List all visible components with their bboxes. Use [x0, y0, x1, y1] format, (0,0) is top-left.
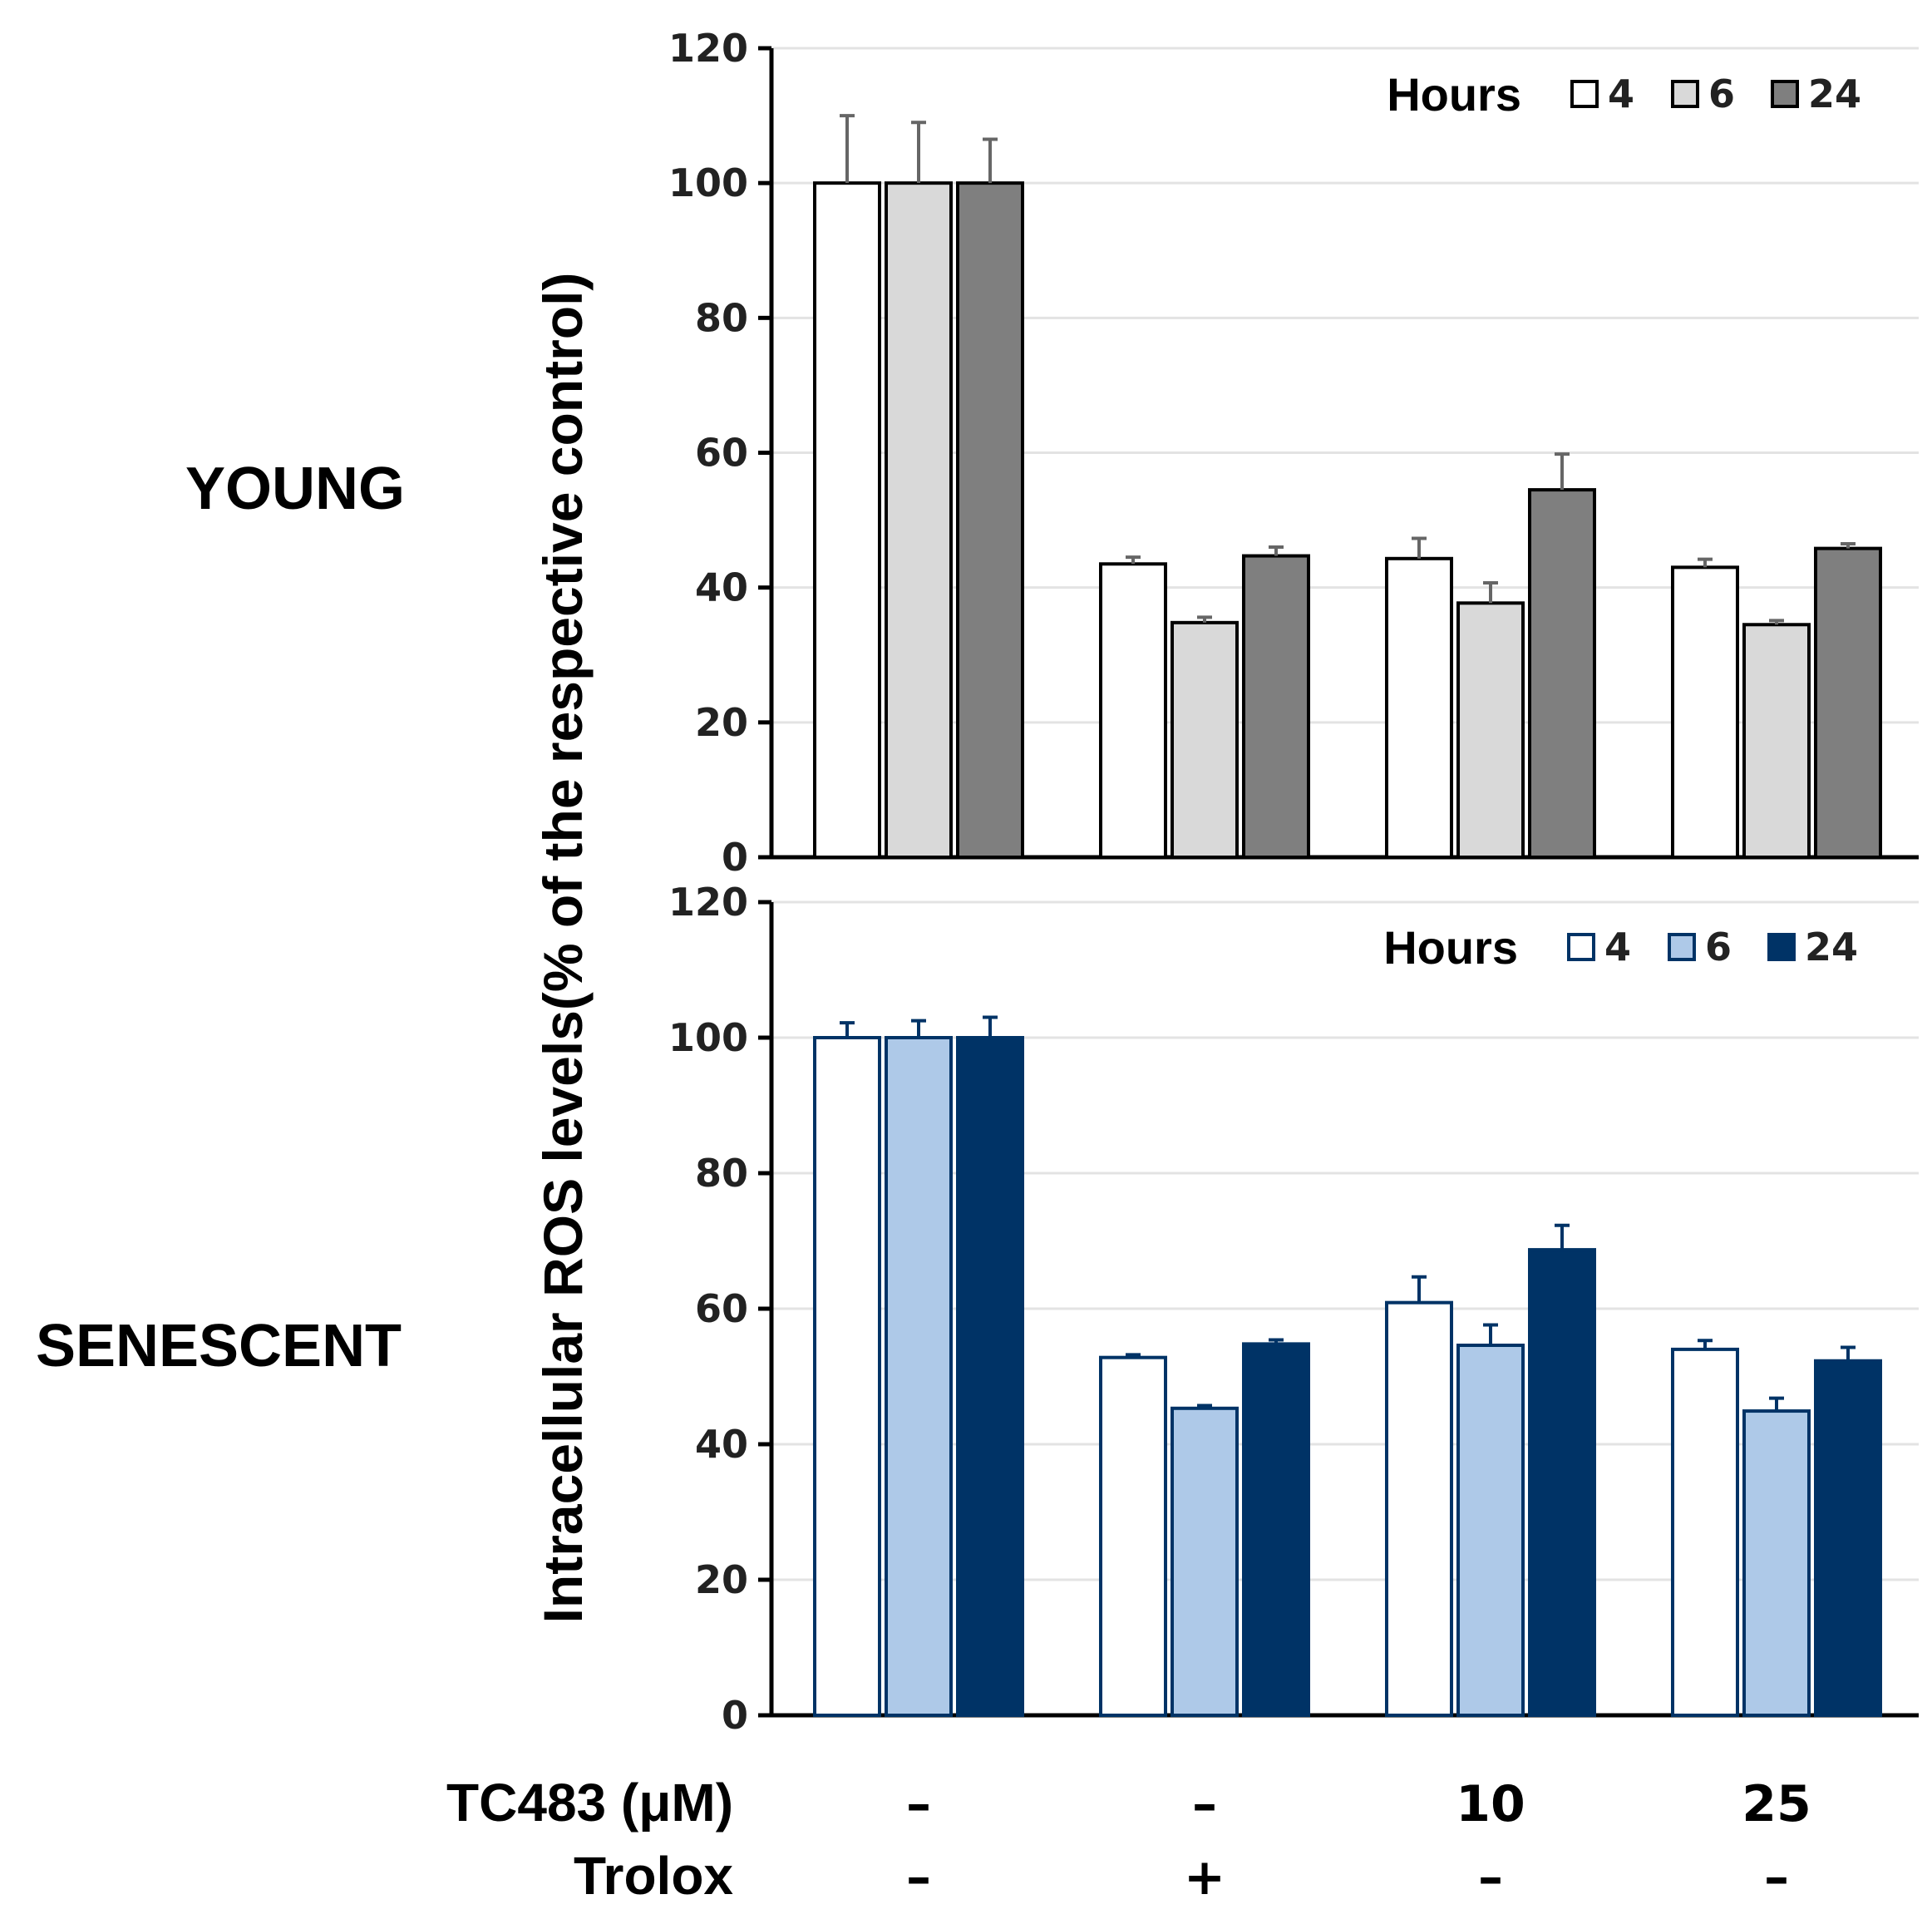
bar-tc483_25-h4: [1671, 1347, 1739, 1718]
bar-tc483_25-h6: [1742, 623, 1811, 859]
legend-title: Hours: [1383, 921, 1518, 974]
x-table-row-label: Trolox: [574, 1846, 733, 1906]
panel-label: YOUNG: [185, 456, 405, 522]
x-table-row-label: TC483 (μM): [446, 1773, 733, 1833]
legend-label: 24: [1805, 925, 1858, 969]
legend-title: Hours: [1387, 68, 1521, 121]
y-tick-label: 100: [668, 1015, 748, 1060]
y-axis-label: Intracellular ROS levels(% of the respec…: [532, 273, 594, 1624]
y-tick-label: 80: [695, 295, 748, 340]
bar-trolox-h4: [1099, 562, 1167, 859]
x-table-cell: –: [1192, 1775, 1217, 1833]
x-table-cell: 10: [1456, 1775, 1525, 1833]
y-tick-label: 80: [695, 1151, 748, 1196]
y-tick-label: 40: [695, 1422, 748, 1467]
x-table-cell: 25: [1742, 1775, 1811, 1833]
x-table-cell: +: [1184, 1848, 1225, 1907]
legend-swatch: [1767, 933, 1796, 961]
bar-trolox-h24: [1242, 554, 1310, 859]
bar-tc483_10-h24: [1528, 1248, 1596, 1717]
bar-tc483_10-h4: [1385, 1300, 1453, 1718]
bar-control-h24: [956, 1036, 1024, 1717]
y-tick-label: 40: [695, 565, 748, 610]
legend-label: 6: [1708, 72, 1735, 116]
x-table-cell: –: [1478, 1848, 1503, 1907]
bar-tc483_10-h24: [1528, 488, 1596, 859]
bar-trolox-h6: [1171, 1406, 1239, 1718]
bar-tc483_10-h6: [1456, 601, 1525, 860]
bar-control-h24: [956, 181, 1024, 859]
y-tick-label: 20: [695, 1557, 748, 1602]
bar-trolox-h4: [1099, 1355, 1167, 1718]
legend-swatch: [1668, 933, 1696, 961]
legend-swatch: [1671, 80, 1699, 108]
y-tick-label: 0: [722, 1693, 748, 1738]
bar-tc483_25-h24: [1814, 546, 1882, 859]
bar-tc483_25-h24: [1814, 1359, 1882, 1717]
bar-tc483_10-h4: [1385, 556, 1453, 859]
y-tick-label: 120: [668, 880, 748, 925]
bar-control-h4: [813, 1036, 881, 1717]
legend-label: 6: [1705, 925, 1732, 969]
bar-trolox-h24: [1242, 1342, 1310, 1717]
legend-label: 4: [1608, 72, 1634, 116]
y-tick-label: 60: [695, 1286, 748, 1331]
bar-tc483_25-h6: [1742, 1409, 1811, 1717]
bar-trolox-h6: [1171, 620, 1239, 860]
x-table-cell: –: [1764, 1848, 1789, 1907]
legend-swatch: [1771, 80, 1799, 108]
bar-tc483_25-h4: [1671, 565, 1739, 859]
y-tick-label: 120: [668, 26, 748, 71]
legend-label: 4: [1604, 925, 1631, 969]
panel-senescent: 0 20 40 60 80 100 120 SENESCENT Hours 4 6 24: [36, 880, 1919, 1738]
bar-control-h6: [885, 181, 953, 859]
legend-swatch: [1570, 80, 1599, 108]
y-tick-label: 100: [668, 160, 748, 205]
bar-control-h4: [813, 181, 881, 859]
legend-label: 24: [1808, 72, 1861, 116]
x-table-cell: –: [906, 1848, 931, 1907]
bar-control-h6: [885, 1036, 953, 1717]
y-tick-label: 20: [695, 700, 748, 745]
x-table-cell: –: [906, 1775, 931, 1833]
panel-young: 0 20 40 60 80 100 120 YOUNG Hours 4 6 24: [185, 26, 1919, 880]
bar-tc483_10-h6: [1456, 1344, 1525, 1717]
y-tick-label: 0: [722, 835, 748, 880]
panel-label: SENESCENT: [36, 1313, 402, 1379]
legend-swatch: [1567, 933, 1595, 961]
y-tick-label: 60: [695, 431, 748, 476]
